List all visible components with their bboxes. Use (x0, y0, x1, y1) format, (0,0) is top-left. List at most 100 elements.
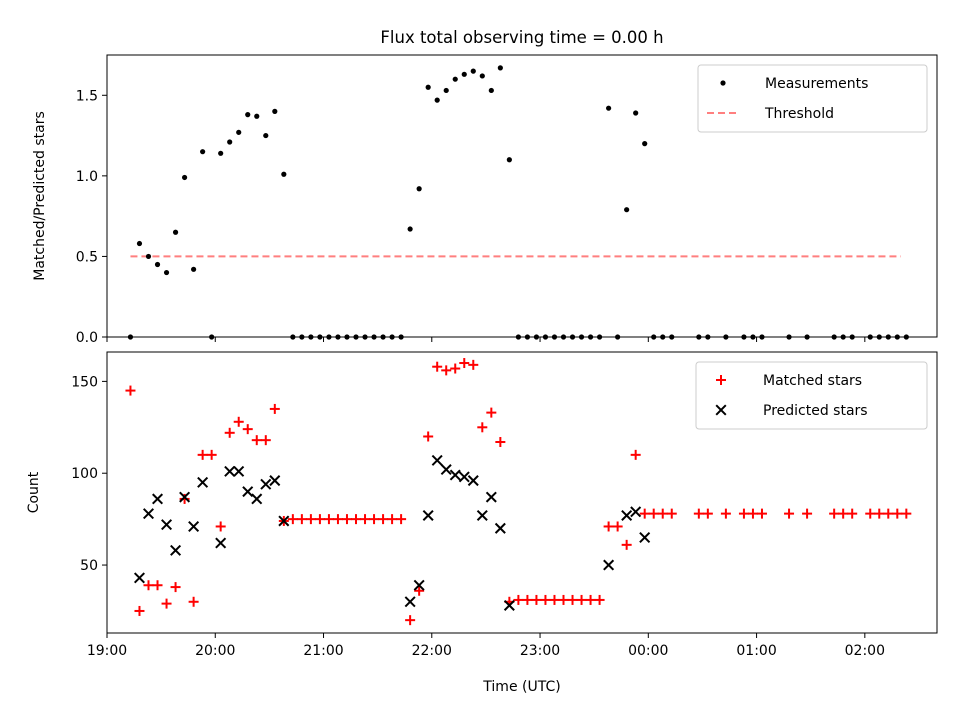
x-tick-label: 00:00 (628, 643, 668, 659)
measurement-point (245, 112, 251, 118)
matched-star-point (251, 435, 262, 446)
matched-star-point (513, 594, 524, 605)
count-plot-area (125, 358, 912, 626)
ratio-x-ticks (106, 337, 866, 342)
predicted-star-point (503, 599, 515, 611)
predicted-star-point (260, 478, 272, 490)
matched-star-point (170, 582, 181, 593)
matched-star-point (892, 508, 903, 519)
measurement-point (227, 139, 233, 145)
x-tick-label: 19:00 (87, 643, 127, 659)
matched-star-point (242, 424, 253, 435)
measurement-point (488, 87, 494, 94)
x-axis-label: Time (UTC) (482, 679, 560, 695)
matched-star-point (405, 615, 416, 626)
matched-star-point (747, 508, 758, 519)
matched-star-point (784, 508, 795, 519)
predicted-star-point (413, 579, 425, 591)
measurement-point (470, 68, 476, 74)
matched-star-point (459, 358, 470, 369)
matched-star-point (639, 508, 650, 519)
measurement-point (154, 261, 161, 268)
matched-star-point (648, 508, 659, 519)
count-legend: Matched stars Predicted stars (695, 361, 928, 430)
count-axes-frame (106, 351, 938, 634)
matched-star-point (378, 514, 389, 525)
matched-star-point (432, 361, 443, 372)
legend-frame (697, 64, 928, 133)
predicted-star-point (485, 491, 497, 503)
matched-star-point (369, 514, 380, 525)
matched-star-point (161, 598, 172, 609)
matched-star-point (332, 514, 343, 525)
legend-label: Predicted stars (763, 403, 868, 419)
predicted-star-point (161, 519, 173, 531)
predicted-star-point (215, 537, 227, 549)
predicted-star-point (639, 531, 651, 544)
measurement-point (200, 149, 206, 155)
legend-label: Measurements (765, 76, 868, 92)
matched-star-point (829, 508, 840, 519)
predicted-star-point (170, 544, 182, 556)
matched-star-point (287, 514, 298, 525)
matched-star-point (351, 514, 361, 525)
count-y-axis-label: Count (26, 471, 42, 513)
matched-star-point (260, 435, 271, 446)
measurement-point (479, 73, 485, 79)
predicted-star-point (476, 509, 488, 521)
matched-star-point (549, 594, 560, 605)
matched-star-point (179, 493, 190, 504)
ratio-panel: 0.0 0.5 1.0 1.5 Matched/Predicted stars Mea… (32, 54, 938, 346)
measurement-point (416, 186, 422, 192)
predicted-star-point (233, 465, 245, 477)
legend-label: Threshold (764, 106, 834, 122)
matched-star-point (341, 514, 352, 525)
measurement-point (633, 110, 639, 116)
measurement-point (254, 113, 260, 119)
measurement-point (172, 229, 179, 235)
matched-star-point (233, 416, 244, 427)
measurement-point (236, 129, 242, 135)
predicted-star-point (197, 476, 209, 488)
measurement-point (425, 84, 431, 90)
predicted-star-point (269, 475, 281, 487)
y-tick-label: 0.0 (76, 330, 98, 346)
matched-star-point (558, 594, 569, 605)
predicted-star-point (449, 469, 461, 481)
measurement-point (443, 87, 449, 94)
legend-frame (695, 361, 928, 430)
matched-star-point (702, 508, 713, 519)
predicted-star-point (278, 515, 290, 527)
matched-star-point (323, 514, 334, 525)
matched-star-point (594, 594, 605, 605)
ratio-y-ticks: 0.0 0.5 1.0 1.5 (76, 88, 107, 346)
x-tick-label: 20:00 (195, 643, 235, 659)
measurement-point (263, 132, 269, 139)
matched-star-point (603, 521, 614, 532)
count-y-ticks: 50 100 150 (71, 374, 107, 574)
measurement-point (136, 240, 143, 247)
matched-star-point (387, 514, 398, 525)
matched-star-point (423, 431, 434, 442)
matched-star-point (305, 514, 316, 525)
predicted-star-point (142, 508, 155, 520)
matched-star-point (396, 514, 407, 525)
x-tick-label: 21:00 (303, 643, 343, 659)
x-tick-label: 22:00 (412, 643, 452, 659)
legend-dot-marker (720, 80, 726, 86)
measurement-point (407, 226, 413, 232)
measurement-point (642, 141, 648, 147)
predicted-star-point (404, 596, 416, 608)
ratio-y-axis-label: Matched/Predicted stars (32, 111, 48, 281)
y-tick-label: 50 (80, 558, 98, 574)
matched-star-point (802, 508, 813, 519)
x-tick-label: 01:00 (736, 643, 776, 659)
matched-star-point (657, 508, 668, 519)
matched-star-point (838, 508, 849, 519)
predicted-star-point (179, 491, 191, 503)
matched-star-point (486, 407, 497, 418)
matched-star-point (693, 508, 704, 519)
matched-star-point (477, 422, 488, 433)
measurement-point (452, 76, 458, 82)
